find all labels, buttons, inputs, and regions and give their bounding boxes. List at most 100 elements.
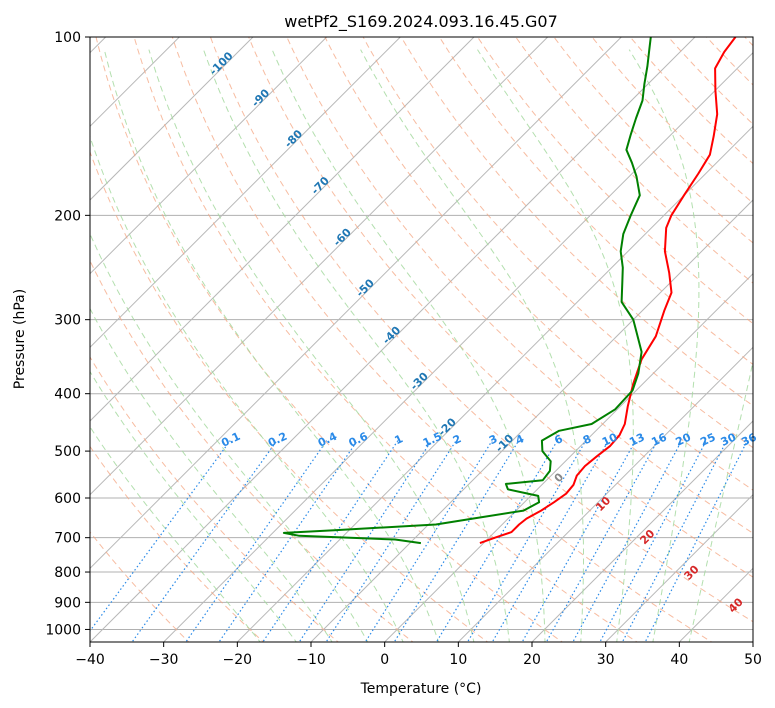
mixing-ratio-line [298,440,432,642]
dry-adiabat-line [362,37,753,449]
mixing-ratio-line [521,440,637,642]
x-tick-label: 0 [380,652,389,668]
mixing-ratio-line [262,440,399,642]
dry-adiabat-line [744,37,753,47]
dry-adiabat-line [90,150,489,642]
isotherm-label: -50 [354,276,377,299]
mixing-ratio-label: 36 [739,430,759,448]
moist-adiabat-line [360,49,584,642]
x-tick-label: 50 [744,652,762,668]
isotherm-line [457,346,753,642]
wet-bulb-label: 20 [637,527,657,547]
dewpoint-profile-line [282,37,652,545]
dry-adiabat-line [438,37,753,366]
dry-adiabat-line [90,259,414,642]
x-tick-label: −20 [223,652,253,668]
y-tick-label: 100 [54,30,81,46]
mixing-ratio-line [364,440,493,642]
dry-adiabat-line [248,37,753,578]
moist-adiabat-line [271,49,546,642]
mixing-ratio-line [90,440,231,632]
dry-adiabat-line [95,37,564,642]
isotherm-label: -30 [408,370,431,393]
isotherm-line [90,37,475,422]
isotherm-line [90,37,696,642]
mixing-ratio-line [435,440,558,642]
y-tick-label: 600 [54,491,81,507]
mixing-ratio-line [466,440,587,642]
mixing-ratio-line [218,440,358,642]
moist-adiabat-line [90,426,261,642]
x-axis-label: Temperature (°C) [360,681,482,697]
moist-adiabat-line [203,49,510,642]
y-tick-label: 500 [54,444,81,460]
dry-adiabat-line [209,37,753,623]
moist-adiabat-line [90,232,369,642]
x-axis-ticks: −40 −30 −20 −10 0 10 20 30 40 50 [75,642,762,668]
isotherm-line [163,51,753,642]
chart-title: wetPf2_S169.2024.093.16.45.G07 [284,12,558,32]
mixing-ratio-line [131,440,278,642]
mixing-ratio-line [599,440,707,642]
x-tick-label: −10 [296,652,326,668]
isotherm-line [90,37,622,570]
isotherm-label: -90 [249,86,272,109]
isotherm-label: -40 [380,324,403,347]
isotherm-line [90,37,549,496]
y-tick-label: 1000 [45,622,81,638]
isotherm-line [752,641,753,642]
mixing-ratio-line [545,440,659,642]
isotherm-line [531,420,753,642]
moist-adiabat-line [90,370,297,642]
mixing-ratio-line [325,440,457,642]
x-tick-label: −40 [75,652,105,668]
dry-adiabat-line [90,356,339,642]
mixing-ratio-label: 16 [649,430,669,448]
mixing-ratio-label: 0.4 [316,430,339,450]
isotherm-label: -60 [331,226,354,249]
y-axis-label: Pressure (hPa) [12,289,28,389]
mixing-ratio-line [572,440,683,642]
isotherm-label: -100 [207,49,236,78]
mixing-ratio-label: 10 [600,430,620,448]
grid-layer [90,37,753,642]
moist-adiabat-line [90,135,404,642]
dry-adiabat-line [629,37,753,165]
y-tick-label: 300 [54,313,81,329]
mixing-ratio-line [621,440,728,642]
y-tick-label: 800 [54,565,81,581]
mixing-ratio-line [185,440,328,642]
y-tick-label: 400 [54,387,81,403]
mixing-ratio-label: 1 [393,432,405,447]
y-tick-label: 700 [54,531,81,547]
line-label-layer: -100-90-80-70-60-50-40-30-20-100.1 0.2 0.4… [207,49,759,615]
mixing-ratio-label: 0.1 [219,430,242,450]
temperature-profile-line [479,37,737,545]
mixing-ratio-label: 30 [719,430,739,448]
mixing-ratio-line [491,440,609,642]
moist-adiabat-line [103,49,440,642]
x-tick-label: 20 [523,652,541,668]
dry-adiabat-line [133,37,638,642]
isotherm-line [90,37,401,349]
dry-adiabat-line [476,37,753,325]
moist-adiabat-line [688,359,753,642]
dry-adiabat-line [286,37,753,534]
y-tick-label: 200 [54,208,81,224]
isotherm-line [236,125,753,642]
dry-adiabat-line [705,37,753,86]
x-tick-label: 40 [670,652,688,668]
series-layer [282,37,737,545]
isotherm-label: -80 [282,127,305,150]
mixing-ratio-label: 20 [674,430,694,448]
isotherm-label: -70 [309,174,332,197]
dry-adiabat-line [591,37,753,204]
x-tick-label: 30 [597,652,615,668]
isotherm-line [90,37,254,201]
moist-adiabat-line [477,49,634,642]
dry-adiabat-line [90,445,265,642]
moist-adiabat-line [90,307,333,642]
isotherm-line [90,37,328,275]
mixing-ratio-label: 4 [514,432,527,447]
